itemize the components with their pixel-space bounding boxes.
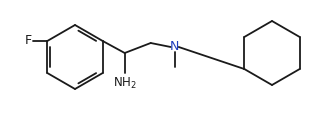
Text: N: N	[170, 40, 179, 53]
Text: NH$_2$: NH$_2$	[113, 76, 137, 91]
Text: F: F	[25, 35, 32, 48]
